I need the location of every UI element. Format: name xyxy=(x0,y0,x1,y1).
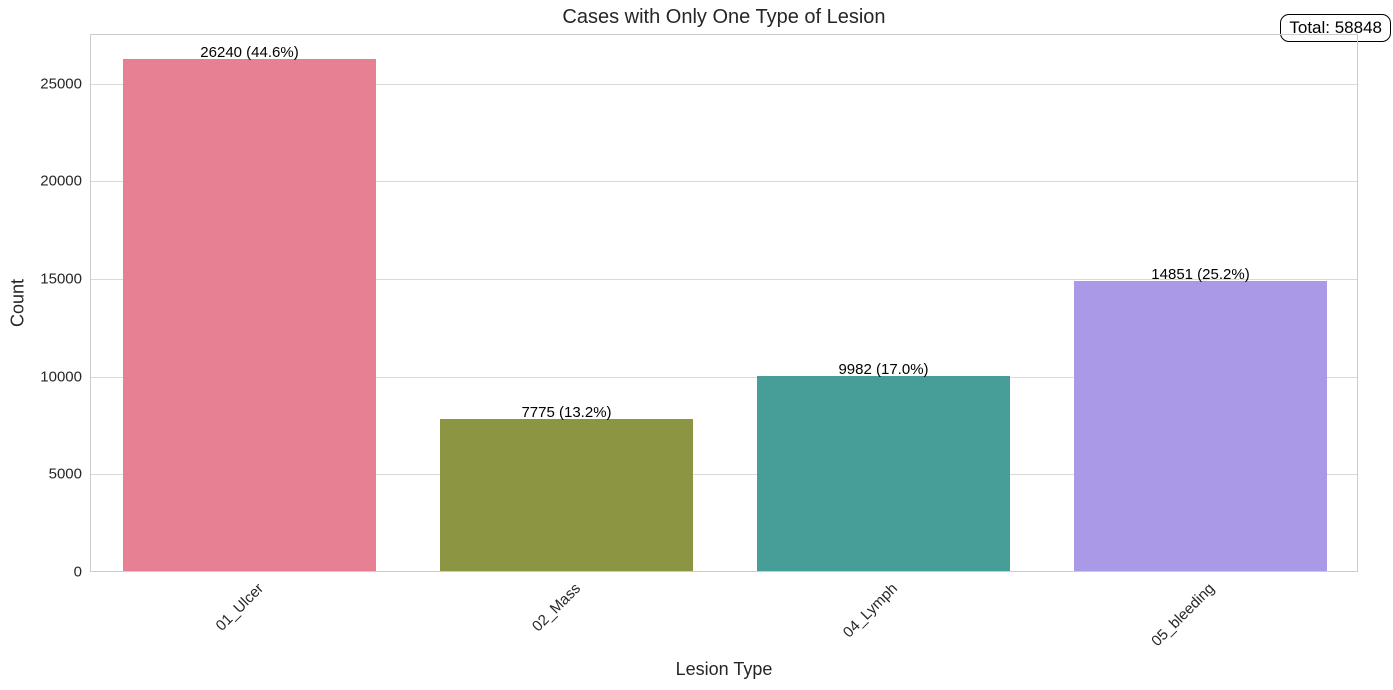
bar-value-label: 7775 (13.2%) xyxy=(521,404,612,422)
gridline xyxy=(91,376,1357,378)
bar-value-label: 14851 (25.2%) xyxy=(1151,266,1250,283)
y-tick-label: 10000 xyxy=(40,368,82,386)
x-axis-label: Lesion Type xyxy=(675,659,773,679)
x-tick-label: 02_Mass xyxy=(528,580,584,636)
bar-value-label: 26240 (44.6%) xyxy=(200,43,299,61)
y-tick-label: 5000 xyxy=(48,465,82,483)
y-tick-label: 0 xyxy=(73,563,82,581)
bar-value-label: 9982 (17.0%) xyxy=(838,361,929,379)
y-tick-label: 25000 xyxy=(40,75,82,93)
x-tick-label: 04_Lymph xyxy=(839,580,901,642)
bar-04_lymph xyxy=(756,376,1011,571)
y-tick-label: 15000 xyxy=(40,270,82,288)
gridline xyxy=(91,83,1357,85)
total-annotation: Total: 58848 xyxy=(1280,14,1391,42)
plot-area: 26240 (44.6%) 7775 (13.2%) 9982 (17.0%) 148… xyxy=(90,34,1358,572)
gridline xyxy=(91,181,1357,183)
bar-05_bleeding xyxy=(1073,281,1328,571)
gridline xyxy=(91,279,1357,281)
y-tick-label: 20000 xyxy=(40,172,82,190)
gridline xyxy=(91,474,1357,476)
chart-title: Cases with Only One Type of Lesion xyxy=(562,6,886,28)
y-axis-label: Count xyxy=(7,278,28,328)
x-tick-label: 01_Ulcer xyxy=(212,580,267,635)
bar-02_mass xyxy=(439,419,694,571)
bar-01_ulcer xyxy=(122,58,377,571)
x-tick-label: 05_bleeding xyxy=(1147,580,1218,650)
